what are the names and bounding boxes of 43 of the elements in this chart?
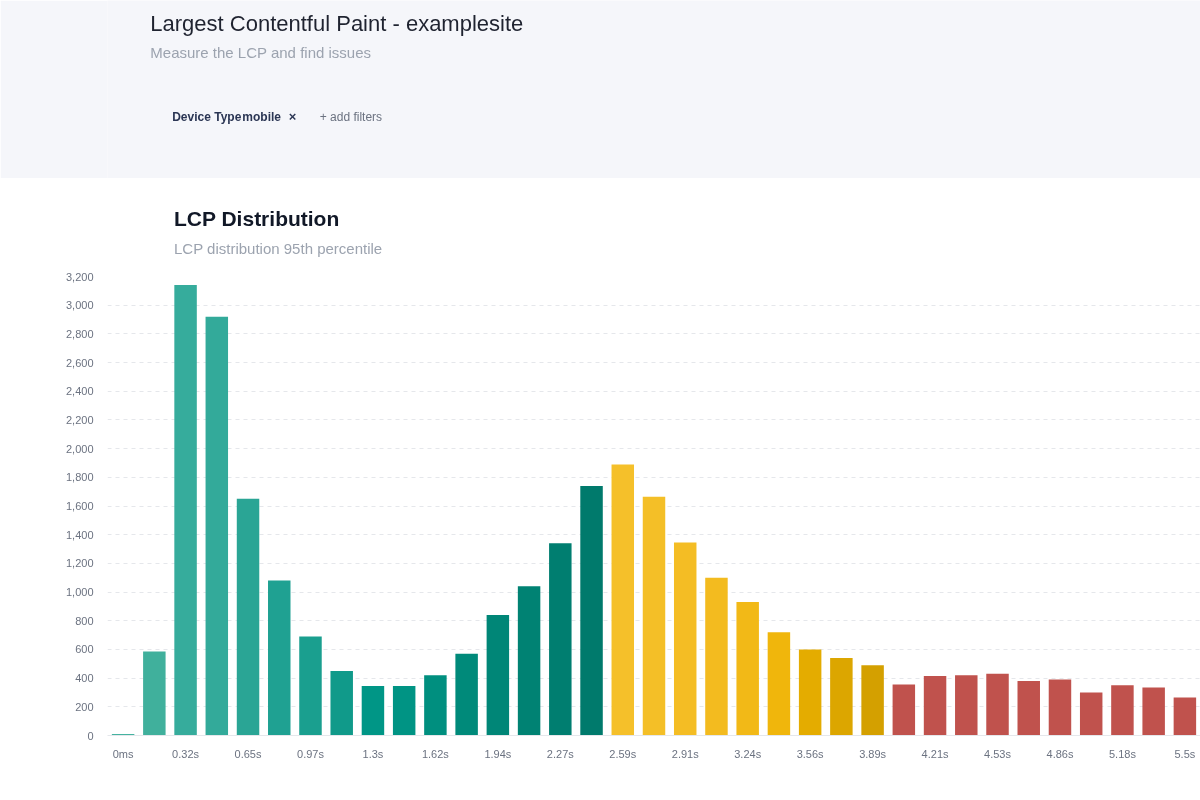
x-tick-label: 0.65s [234,747,262,760]
x-tick-label: 0ms [112,747,134,760]
y-tick-label: 1,000 [65,586,94,599]
x-tick-label: 1.3s [362,747,384,760]
x-tick-label: 4.53s [984,747,1012,760]
text: × [288,108,297,124]
y-tick-label: 200 [75,700,94,713]
y-tick-label: 600 [75,643,94,656]
x-tick-label: 2.59s [609,747,637,760]
text: Device Type [172,109,242,124]
y-tick-label: 0 [87,729,94,742]
x-tick-label: 2.91s [671,747,700,760]
y-tick-label: 2,800 [65,327,94,340]
text: Measure the LCP and find issues [150,43,371,61]
x-tick-label: 5.18s [1108,747,1137,760]
x-tick-label: 2.27s [546,747,575,760]
chart-title: LCP Distribution [173,206,340,230]
y-tick-label: 2,400 [65,385,94,398]
y-tick-label: 800 [75,614,94,627]
y-tick-label: 3,200 [65,270,94,283]
x-tick-label: 4.21s [921,747,950,760]
x-tick-label: 0.32s [172,747,200,760]
chart-subtitle: LCP distribution 95th percentile [173,239,383,257]
y-tick-label: 3,000 [65,299,94,312]
text: + add filters [319,109,383,124]
x-tick-label: 4.86s [1046,747,1074,760]
x-tick-label: 5.5s [1174,747,1196,760]
y-tick-label: 2,600 [65,356,94,369]
x-tick-label: 1.62s [421,747,450,760]
x-tick-label: 3.56s [796,747,825,760]
y-tick-label: 2,000 [65,442,94,455]
text: mobile [242,109,282,124]
y-tick-label: 400 [75,672,94,685]
y-tick-label: 1,800 [65,471,94,484]
x-tick-label: 3.24s [734,747,762,760]
y-tick-label: 1,600 [65,500,94,512]
y-tick-label: 1,200 [65,557,94,570]
x-tick-label: 3.89s [859,747,887,760]
text: Largest Contentful Paint - examplesite [150,10,524,36]
x-tick-label: 1.94s [484,747,512,760]
x-tick-label: 0.97s [297,747,325,760]
y-tick-label: 1,400 [65,528,94,541]
y-tick-label: 2,200 [65,413,94,426]
